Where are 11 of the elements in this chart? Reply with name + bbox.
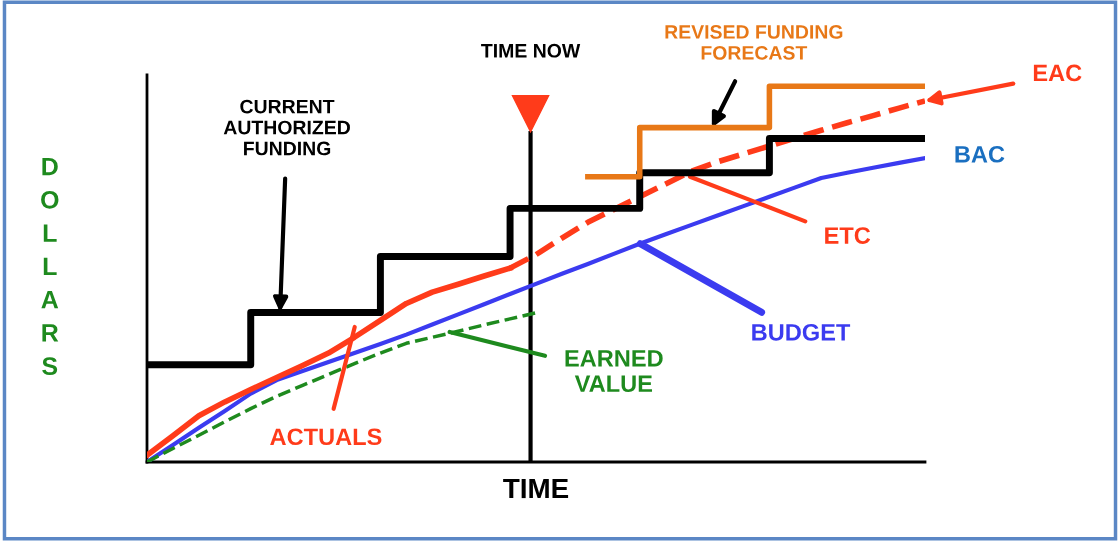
text: TIME NOW — [481, 43, 581, 58]
annotation: ETC — [825, 227, 871, 244]
annotation: CURRENT AUTHORIZED FUNDING — [223, 99, 350, 156]
annotation: EARNED VALUE — [565, 350, 663, 393]
text: REVISED FUNDING FORECAST — [665, 25, 843, 60]
text: BAC — [955, 145, 1005, 163]
annotation: ACTUALS — [270, 428, 382, 446]
y-axis-title: DOLLARS — [41, 157, 59, 376]
text: EAC — [1033, 64, 1082, 82]
x-axis-title: TIME — [503, 478, 569, 499]
annotation: BUDGET — [752, 323, 851, 341]
